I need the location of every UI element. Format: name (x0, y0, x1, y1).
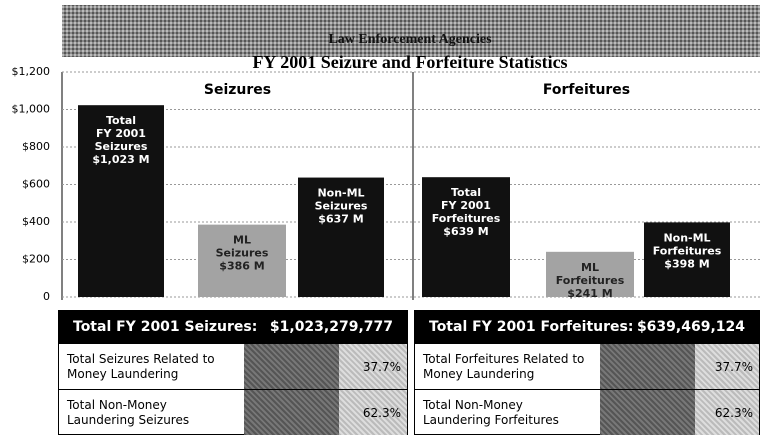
bar-label: Seizures (95, 140, 148, 153)
panel-title: Seizures (204, 82, 271, 98)
bar (78, 105, 164, 297)
y-tick-label: $600 (22, 178, 50, 191)
amount-cell (244, 390, 339, 435)
table-row: Total Seizures Related to Money Launderi… (59, 343, 407, 389)
value-label: $241 M (567, 287, 612, 300)
value-label: $386 M (219, 260, 264, 273)
subtitle: Law Enforcement Agencies (328, 32, 492, 47)
amount-cell (244, 344, 339, 389)
bar (198, 224, 286, 297)
bar (546, 251, 634, 297)
panel-title: Forfeitures (543, 82, 630, 98)
table-title: Total FY 2001 Seizures: (73, 319, 258, 335)
bar-label: Seizures (216, 247, 269, 260)
summary-table: Total FY 2001 Forfeitures: $639,469,124 To… (414, 310, 760, 435)
bar (298, 177, 384, 297)
y-tick-label: $1,000 (12, 103, 51, 116)
row-share: 37.7% (339, 344, 407, 389)
table-header: Total FY 2001 Forfeitures: $639,469,124 (415, 311, 759, 343)
value-label: $637 M (318, 213, 363, 226)
row-label: Total Seizures Related to Money Launderi… (67, 351, 215, 381)
bar-label: ML (581, 261, 599, 274)
row-label: Total Non-Money Laundering Forfeitures (423, 397, 559, 427)
row-share: 62.3% (339, 390, 407, 435)
row-share: 62.3% (695, 390, 759, 435)
bar-label: Forfeitures (432, 212, 501, 225)
row-share: 37.7% (695, 344, 759, 389)
value-label: $1,023 M (92, 153, 149, 166)
bar-label: Forfeitures (653, 244, 722, 257)
bar-label: ML (233, 234, 251, 247)
chart-title: FY 2001 Seizure and Forfeiture Statistic… (252, 52, 567, 72)
amount-cell (600, 344, 695, 389)
value-label: $398 M (664, 257, 709, 270)
bar-label: Total (106, 114, 136, 127)
amount-cell (600, 390, 695, 435)
bar-label: Forfeitures (556, 274, 625, 287)
bar (644, 222, 730, 297)
summary-table: Total FY 2001 Seizures: $1,023,279,777 Tot… (58, 310, 408, 435)
table-row: Total Non-Money Laundering Forfeitures 62… (415, 389, 759, 435)
row-label: Total Non-Money Laundering Seizures (67, 397, 190, 427)
y-tick-label: $200 (22, 253, 50, 266)
table-row: Total Forfeitures Related to Money Laund… (415, 343, 759, 389)
table-total: $1,023,279,777 (269, 319, 393, 335)
header-banner (62, 5, 760, 57)
table-header: Total FY 2001 Seizures: $1,023,279,777 (59, 311, 407, 343)
bar-label: FY 2001 (441, 199, 491, 212)
y-tick-label: $1,200 (12, 65, 51, 78)
y-tick-label: $400 (22, 215, 50, 228)
table-row: Total Non-Money Laundering Seizures 62.3% (59, 389, 407, 435)
bar (422, 177, 510, 297)
row-label: Total Forfeitures Related to Money Laund… (423, 351, 585, 381)
bar-label: Non-ML (663, 231, 710, 244)
bar-label: FY 2001 (96, 127, 146, 140)
bar-label: Seizures (315, 200, 368, 213)
chart: Law Enforcement Agencies FY 2001 Seizure… (12, 5, 760, 303)
bar-label: Non-ML (317, 187, 364, 200)
value-label: $639 M (443, 225, 488, 238)
table-title: Total FY 2001 Forfeitures: (429, 319, 634, 335)
bar-label: Total (451, 186, 481, 199)
y-tick-label: 0 (43, 290, 50, 303)
table-total: $639,469,124 (636, 319, 745, 335)
y-tick-label: $800 (22, 140, 50, 153)
